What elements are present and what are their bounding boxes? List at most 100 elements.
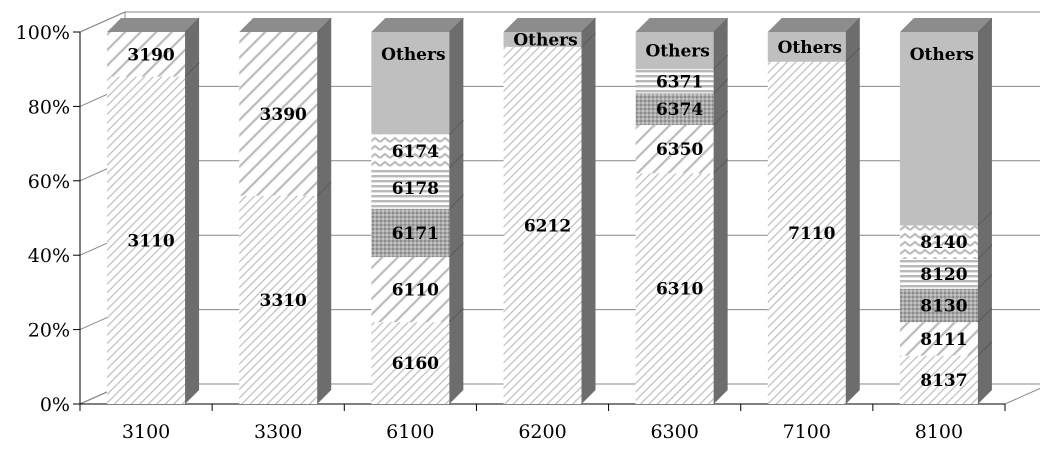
bar-side-edge xyxy=(184,62,200,77)
bar-segment xyxy=(503,32,582,47)
data-label: 6178 xyxy=(392,179,439,199)
x-tick-label: 3300 xyxy=(254,421,302,443)
y-tick-label: 80% xyxy=(28,96,70,118)
axes: 0% 20% 40% 60% 80% 100% 3100 3300 6100 6200 6300 71… xyxy=(16,22,1006,443)
y-tick-label: 60% xyxy=(28,171,70,193)
data-label: 6160 xyxy=(392,354,439,374)
bar-side-edge xyxy=(977,211,993,226)
y-tick-label: 0% xyxy=(40,394,70,416)
data-label: 8137 xyxy=(920,371,967,391)
data-label: 3390 xyxy=(260,105,307,125)
data-label: 3190 xyxy=(127,45,174,65)
bar-top xyxy=(239,18,332,32)
bar-top xyxy=(371,18,464,32)
data-label: Others xyxy=(778,38,842,58)
bar-side-edge xyxy=(713,159,728,174)
data-label: 7110 xyxy=(788,224,835,244)
bar-side-edge xyxy=(977,341,993,356)
bar-segment xyxy=(371,208,450,258)
bar-segment xyxy=(371,322,450,404)
data-label: 6371 xyxy=(656,72,703,92)
bar-side-edge xyxy=(977,274,993,290)
y-tick-label: 20% xyxy=(28,320,70,342)
bar-side-edge xyxy=(449,119,464,135)
bar-segment xyxy=(635,93,714,125)
x-tick-label: 8100 xyxy=(915,421,963,443)
data-label: Others xyxy=(513,30,577,50)
gridline xyxy=(79,11,1040,33)
x-tick-label: 6200 xyxy=(518,421,566,443)
bar-segment xyxy=(239,32,318,196)
bar-stack xyxy=(635,17,728,404)
data-label: 6310 xyxy=(656,280,703,300)
bar-segment xyxy=(899,322,978,356)
bar-segment xyxy=(107,76,186,404)
bar-segment xyxy=(899,258,978,289)
bar-segment xyxy=(899,32,978,226)
bar-side-edge xyxy=(449,153,464,169)
bar-side xyxy=(185,18,200,404)
data-label: 6212 xyxy=(524,216,571,236)
bar-segment xyxy=(371,257,450,323)
bar-side-edge xyxy=(316,181,332,197)
x-tick-label: 6100 xyxy=(386,421,434,443)
bar-segment xyxy=(767,32,846,62)
bar-side xyxy=(581,18,596,404)
bar-side-edge xyxy=(713,54,728,70)
bar-top xyxy=(767,18,860,32)
bar-side xyxy=(845,18,860,404)
x-tick-label: 7100 xyxy=(783,421,831,443)
bars xyxy=(107,17,993,404)
bar-stack xyxy=(899,17,993,404)
bar-side xyxy=(317,18,332,404)
bar-segment xyxy=(635,173,714,404)
bar-segment xyxy=(503,46,582,404)
data-label: 8130 xyxy=(920,296,967,316)
bar-side xyxy=(977,18,992,404)
bar-segment xyxy=(239,195,318,404)
labels: 3110 3190 3310 3390 6160 6110 6171 6178 6174 Othe… xyxy=(127,30,974,390)
bar-segment xyxy=(635,69,714,94)
bar-segment xyxy=(371,134,450,168)
bar-top xyxy=(635,18,728,32)
data-label: 8120 xyxy=(920,265,967,285)
bar-side-edge xyxy=(581,32,596,48)
data-label: Others xyxy=(645,42,709,62)
bar-side-edge xyxy=(713,110,728,126)
data-label: 6110 xyxy=(392,281,439,301)
data-label: 6171 xyxy=(392,224,439,244)
bar-stack xyxy=(767,17,861,404)
y-tick-label: 100% xyxy=(16,22,70,44)
bar-segment xyxy=(371,32,450,135)
bar-side xyxy=(449,18,464,404)
data-label: 6374 xyxy=(656,100,703,120)
y-tick-label: 40% xyxy=(28,245,70,267)
bar-segment xyxy=(767,61,846,404)
bar-side-edge xyxy=(977,244,993,260)
bar-side-edge xyxy=(977,307,993,323)
bar-stack xyxy=(107,17,200,404)
x-tick-label: 6300 xyxy=(650,421,698,443)
data-label: 3310 xyxy=(260,291,307,311)
bar-segment xyxy=(635,32,714,70)
bar-stack xyxy=(239,17,332,404)
bar-segment xyxy=(899,288,978,323)
bar-side-edge xyxy=(713,79,728,94)
x-tick-label: 3100 xyxy=(122,421,170,443)
bar-segment xyxy=(371,167,450,209)
bar-top xyxy=(503,18,596,32)
bar-stack xyxy=(371,17,464,404)
bar-side-edge xyxy=(449,307,464,323)
data-label: 6174 xyxy=(392,142,439,162)
bar-side-edge xyxy=(845,47,861,63)
bar-segment xyxy=(107,32,186,77)
bar-side-edge xyxy=(449,242,464,258)
bar-top xyxy=(107,18,200,32)
data-label: 6350 xyxy=(656,140,703,160)
bar-segment xyxy=(899,355,978,404)
bar-side-edge xyxy=(449,194,464,210)
bar-segment xyxy=(635,125,714,174)
data-label: 3110 xyxy=(127,231,174,251)
bar-top xyxy=(899,18,992,32)
